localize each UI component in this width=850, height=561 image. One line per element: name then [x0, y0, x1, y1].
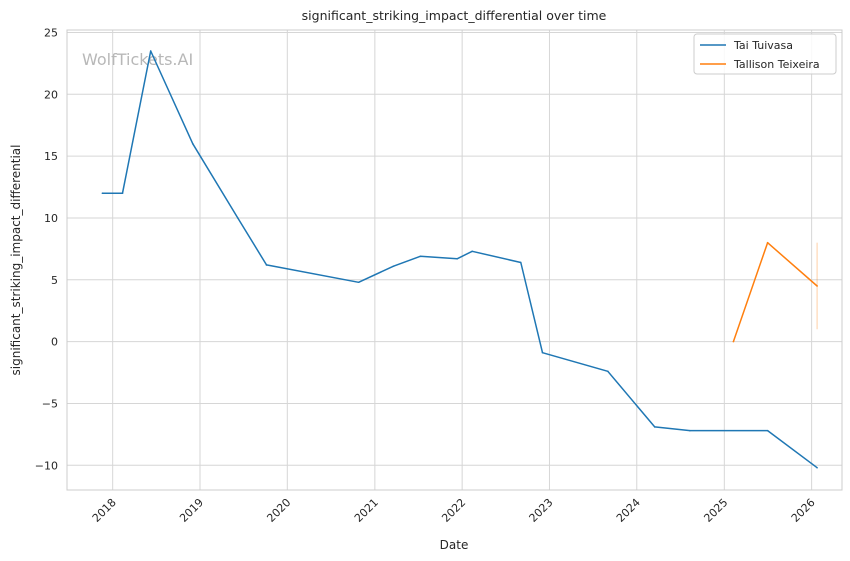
- x-tick-label: 2023: [527, 496, 556, 525]
- data-point-tai-tuivasa: [519, 261, 522, 264]
- data-point-tai-tuivasa: [456, 257, 458, 260]
- x-tick-label: 2018: [90, 496, 119, 525]
- data-point-tai-tuivasa: [419, 255, 422, 258]
- y-tick-label: 25: [44, 26, 58, 39]
- chart-title: significant_striking_impact_differential…: [302, 8, 607, 23]
- legend-label-tai-tuivasa: Tai Tuivasa: [733, 39, 793, 52]
- x-tick-label: 2020: [264, 496, 293, 525]
- y-tick-label: 0: [51, 336, 58, 349]
- y-axis-label: significant_striking_impact_differential: [9, 145, 23, 376]
- data-point-tai-tuivasa: [689, 429, 691, 432]
- data-point-tai-tuivasa: [471, 250, 474, 253]
- data-point-tallison-teixeira: [766, 241, 769, 244]
- x-tick-label: 2025: [701, 496, 730, 525]
- data-point-tai-tuivasa: [265, 264, 268, 266]
- data-point-tai-tuivasa: [192, 142, 194, 145]
- x-tick-label: 2021: [352, 496, 381, 525]
- data-point-tallison-teixeira: [816, 285, 818, 287]
- x-axis-ticks: 2018 2019 2020 2021 2022 2023 2024 2025 2026: [90, 496, 818, 525]
- y-tick-label: 20: [44, 88, 58, 101]
- y-tick-label: 5: [51, 274, 58, 287]
- series-line-tallison-teixeira: [732, 241, 818, 342]
- legend-box: [693, 33, 837, 75]
- data-point-tai-tuivasa: [653, 426, 656, 428]
- watermark: WolfTickets.AI: [82, 50, 193, 69]
- data-point-tai-tuivasa: [392, 265, 395, 267]
- y-tick-label: −10: [35, 459, 58, 472]
- y-tick-label: 10: [44, 212, 58, 225]
- data-point-tai-tuivasa: [149, 50, 152, 52]
- x-tick-label: 2026: [789, 496, 818, 525]
- data-point-tai-tuivasa: [101, 192, 104, 195]
- y-axis-ticks: −10 −5 0 5 10 15 20 25: [35, 26, 58, 472]
- x-tick-label: 2022: [439, 496, 468, 525]
- data-point-tai-tuivasa: [541, 351, 544, 354]
- data-point-tai-tuivasa: [357, 281, 360, 284]
- series-line-tai-tuivasa: [102, 50, 818, 469]
- y-tick-label: −5: [42, 397, 58, 410]
- data-point-tai-tuivasa: [607, 370, 609, 373]
- series-layer: [101, 50, 818, 469]
- y-tick-label: 15: [44, 150, 58, 163]
- legend-label-tallison-teixeira: Tallison Teixeira: [733, 58, 820, 71]
- x-tick-label: 2024: [614, 496, 643, 525]
- data-point-tai-tuivasa: [121, 192, 124, 195]
- x-tick-label: 2019: [177, 496, 206, 525]
- data-point-tai-tuivasa: [766, 429, 769, 432]
- grid: [67, 30, 842, 490]
- legend: Tai Tuivasa Tallison Teixeira: [693, 33, 837, 75]
- data-point-tai-tuivasa: [236, 217, 239, 219]
- data-point-tallison-teixeira: [732, 340, 735, 343]
- x-axis-label: Date: [440, 538, 469, 552]
- plot-area-frame: [66, 29, 843, 491]
- data-point-tai-tuivasa: [816, 466, 818, 469]
